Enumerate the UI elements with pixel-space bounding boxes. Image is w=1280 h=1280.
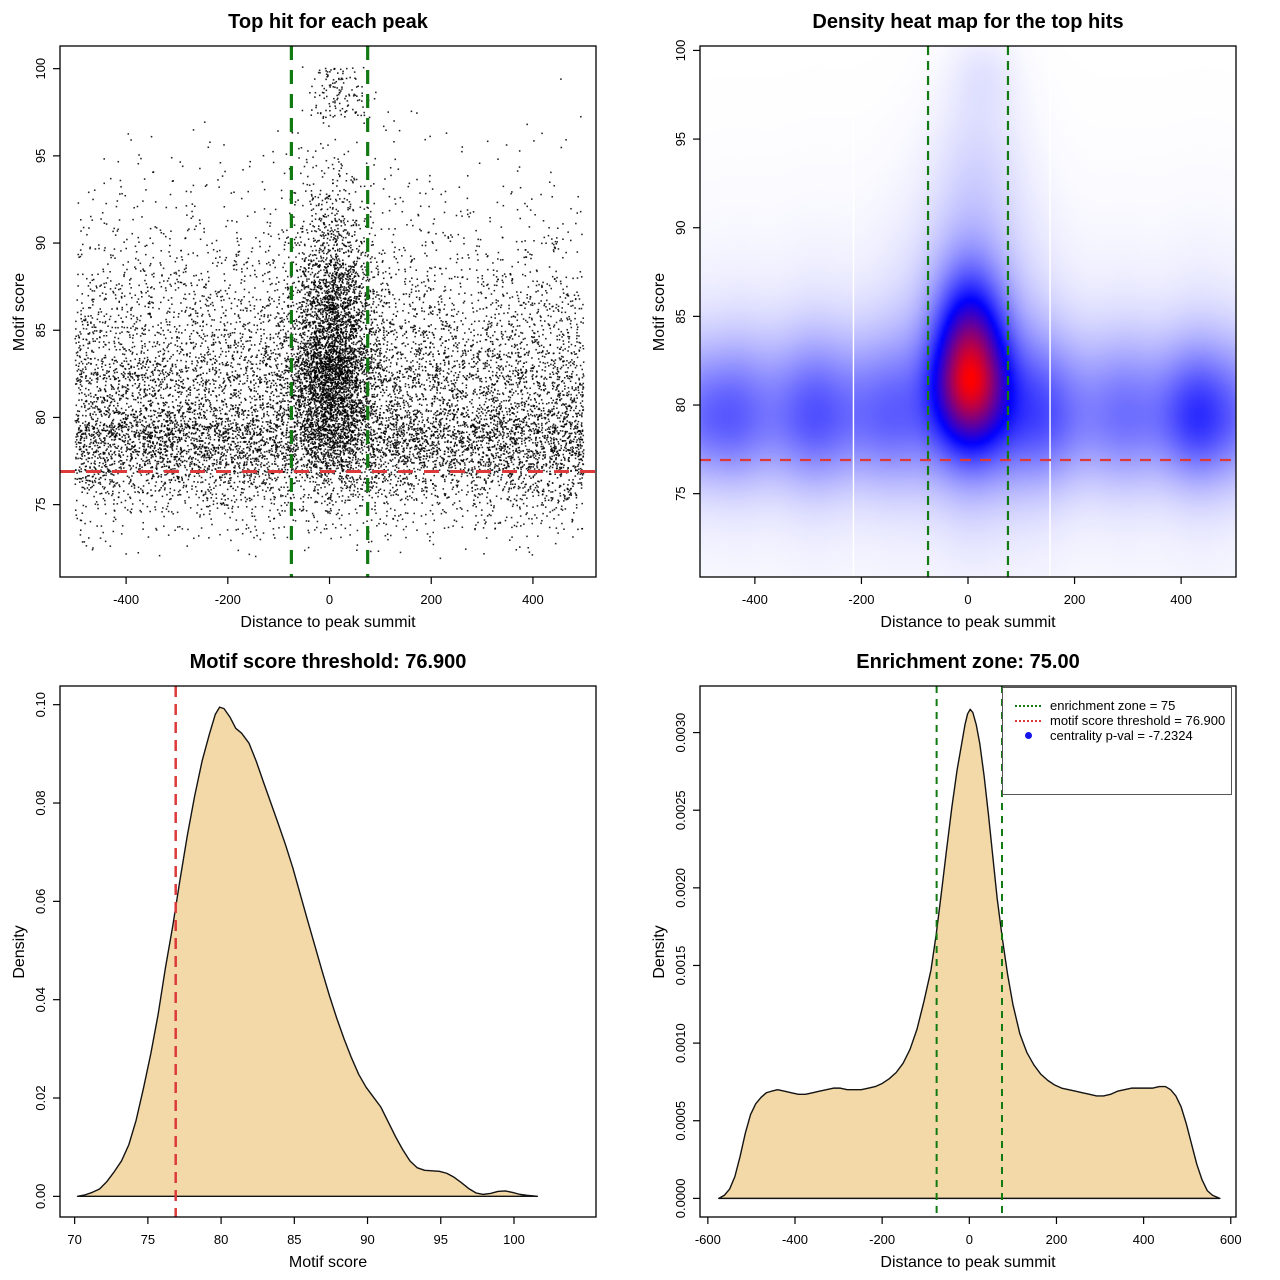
- y-tick-label: 95: [33, 149, 48, 163]
- legend-label: motif score threshold = 76.900: [1050, 713, 1226, 728]
- x-tick-label: 600: [1220, 1232, 1242, 1247]
- blue-point-icon: [1015, 732, 1041, 739]
- y-tick-label: 0.0030: [673, 713, 688, 753]
- x-tick-label: -200: [848, 592, 874, 607]
- x-tick-label: 400: [1170, 592, 1192, 607]
- green-dotted-line-icon: [1015, 704, 1041, 707]
- y-tick-label: 0.04: [33, 987, 48, 1012]
- x-tick-label: 0: [966, 1232, 973, 1247]
- x-tick-label: 200: [420, 592, 442, 607]
- y-tick-label: 90: [673, 220, 688, 234]
- x-tick-label: 95: [434, 1232, 448, 1247]
- panel-title: Enrichment zone: 75.00: [856, 651, 1080, 673]
- panel-title: Motif score threshold: 76.900: [189, 651, 467, 673]
- x-axis-label: Motif score: [288, 1254, 368, 1271]
- legend-label: centrality p-val = -7.2324: [1050, 728, 1193, 743]
- x-tick-label: 90: [360, 1232, 374, 1247]
- y-axis-label: Density: [11, 925, 28, 979]
- y-tick-label: 95: [673, 132, 688, 146]
- y-tick-label: 0.10: [33, 692, 48, 717]
- x-tick-label: 100: [503, 1232, 525, 1247]
- panel-title: Density heat map for the top hits: [812, 11, 1124, 33]
- y-tick-label: 0.06: [33, 889, 48, 914]
- y-tick-label: 80: [673, 398, 688, 412]
- y-tick-label: 0.00: [33, 1184, 48, 1209]
- x-tick-label: -400: [782, 1232, 808, 1247]
- legend-box: enrichment zone = 75 motif score thresho…: [1002, 687, 1232, 795]
- y-tick-label: 85: [673, 309, 688, 323]
- y-axis-label: Motif score: [651, 272, 668, 352]
- x-tick-label: 0: [326, 592, 333, 607]
- y-tick-label: 0.0000: [673, 1178, 688, 1218]
- y-tick-label: 100: [33, 58, 48, 80]
- y-tick-label: 0.0015: [673, 946, 688, 986]
- x-tick-label: 200: [1064, 592, 1086, 607]
- x-tick-label: -600: [695, 1232, 721, 1247]
- x-tick-label: 75: [141, 1232, 155, 1247]
- panel-title: Top hit for each peak: [228, 11, 428, 33]
- y-tick-label: 85: [33, 323, 48, 337]
- x-tick-label: -400: [113, 592, 139, 607]
- heatmap-canvas: [700, 46, 1236, 577]
- x-tick-label: 70: [67, 1232, 81, 1247]
- x-tick-label: 400: [522, 592, 544, 607]
- plot-box: [59, 685, 597, 1218]
- y-tick-label: 75: [33, 497, 48, 511]
- y-tick-label: 0.0020: [673, 868, 688, 908]
- panel-motif-score-density: 70 75 80 85 90 95 100 0.00 0.02 0.04 0.06 0.08 0.10 …: [0, 640, 640, 1280]
- x-axis-label: Distance to peak summit: [240, 614, 416, 631]
- x-tick-label: -200: [869, 1232, 895, 1247]
- x-tick-label: 0: [964, 592, 971, 607]
- legend-item-motif-threshold: motif score threshold = 76.900: [1015, 713, 1231, 728]
- panel-distance-density: -600 -400 -200 0 200 400 600 0.0000 0.0005 0.0010…: [640, 640, 1280, 1280]
- legend-item-enrichment-zone: enrichment zone = 75: [1015, 698, 1231, 713]
- scatter-canvas: [60, 46, 596, 577]
- panel-scatter-top-hits: -400 -200 0 200 400 75 80 85 90 95 100 Top hit for…: [0, 0, 640, 640]
- legend-label: enrichment zone = 75: [1050, 698, 1176, 713]
- y-tick-label: 0.0025: [673, 790, 688, 830]
- y-tick-label: 100: [673, 40, 688, 62]
- x-axis-label: Distance to peak summit: [880, 1254, 1056, 1271]
- score-density-plot: 70 75 80 85 90 95 100 0.00 0.02 0.04 0.06 0.08 0.10: [33, 685, 597, 1247]
- y-tick-label: 0.0010: [673, 1023, 688, 1063]
- y-tick-label: 80: [33, 410, 48, 424]
- red-dotted-line-icon: [1015, 719, 1041, 722]
- legend-item-centrality-pval: centrality p-val = -7.2324: [1015, 728, 1231, 743]
- x-tick-label: 200: [1046, 1232, 1068, 1247]
- x-tick-label: 400: [1133, 1232, 1155, 1247]
- density-curve: [76, 706, 539, 1198]
- y-tick-label: 0.02: [33, 1085, 48, 1110]
- x-axis-label: Distance to peak summit: [880, 614, 1056, 631]
- y-tick-label: 75: [673, 486, 688, 500]
- y-tick-label: 0.0005: [673, 1101, 688, 1141]
- y-tick-label: 0.08: [33, 790, 48, 815]
- x-tick-label: 80: [214, 1232, 228, 1247]
- x-tick-label: -400: [742, 592, 768, 607]
- y-tick-label: 90: [33, 236, 48, 250]
- x-tick-label: -200: [215, 592, 241, 607]
- panel-density-heatmap: -400 -200 0 200 400 75 80 85 90 95 100 Density hea…: [640, 0, 1280, 640]
- x-tick-label: 85: [287, 1232, 301, 1247]
- y-axis-label: Motif score: [11, 272, 28, 352]
- y-axis-label: Density: [651, 925, 668, 979]
